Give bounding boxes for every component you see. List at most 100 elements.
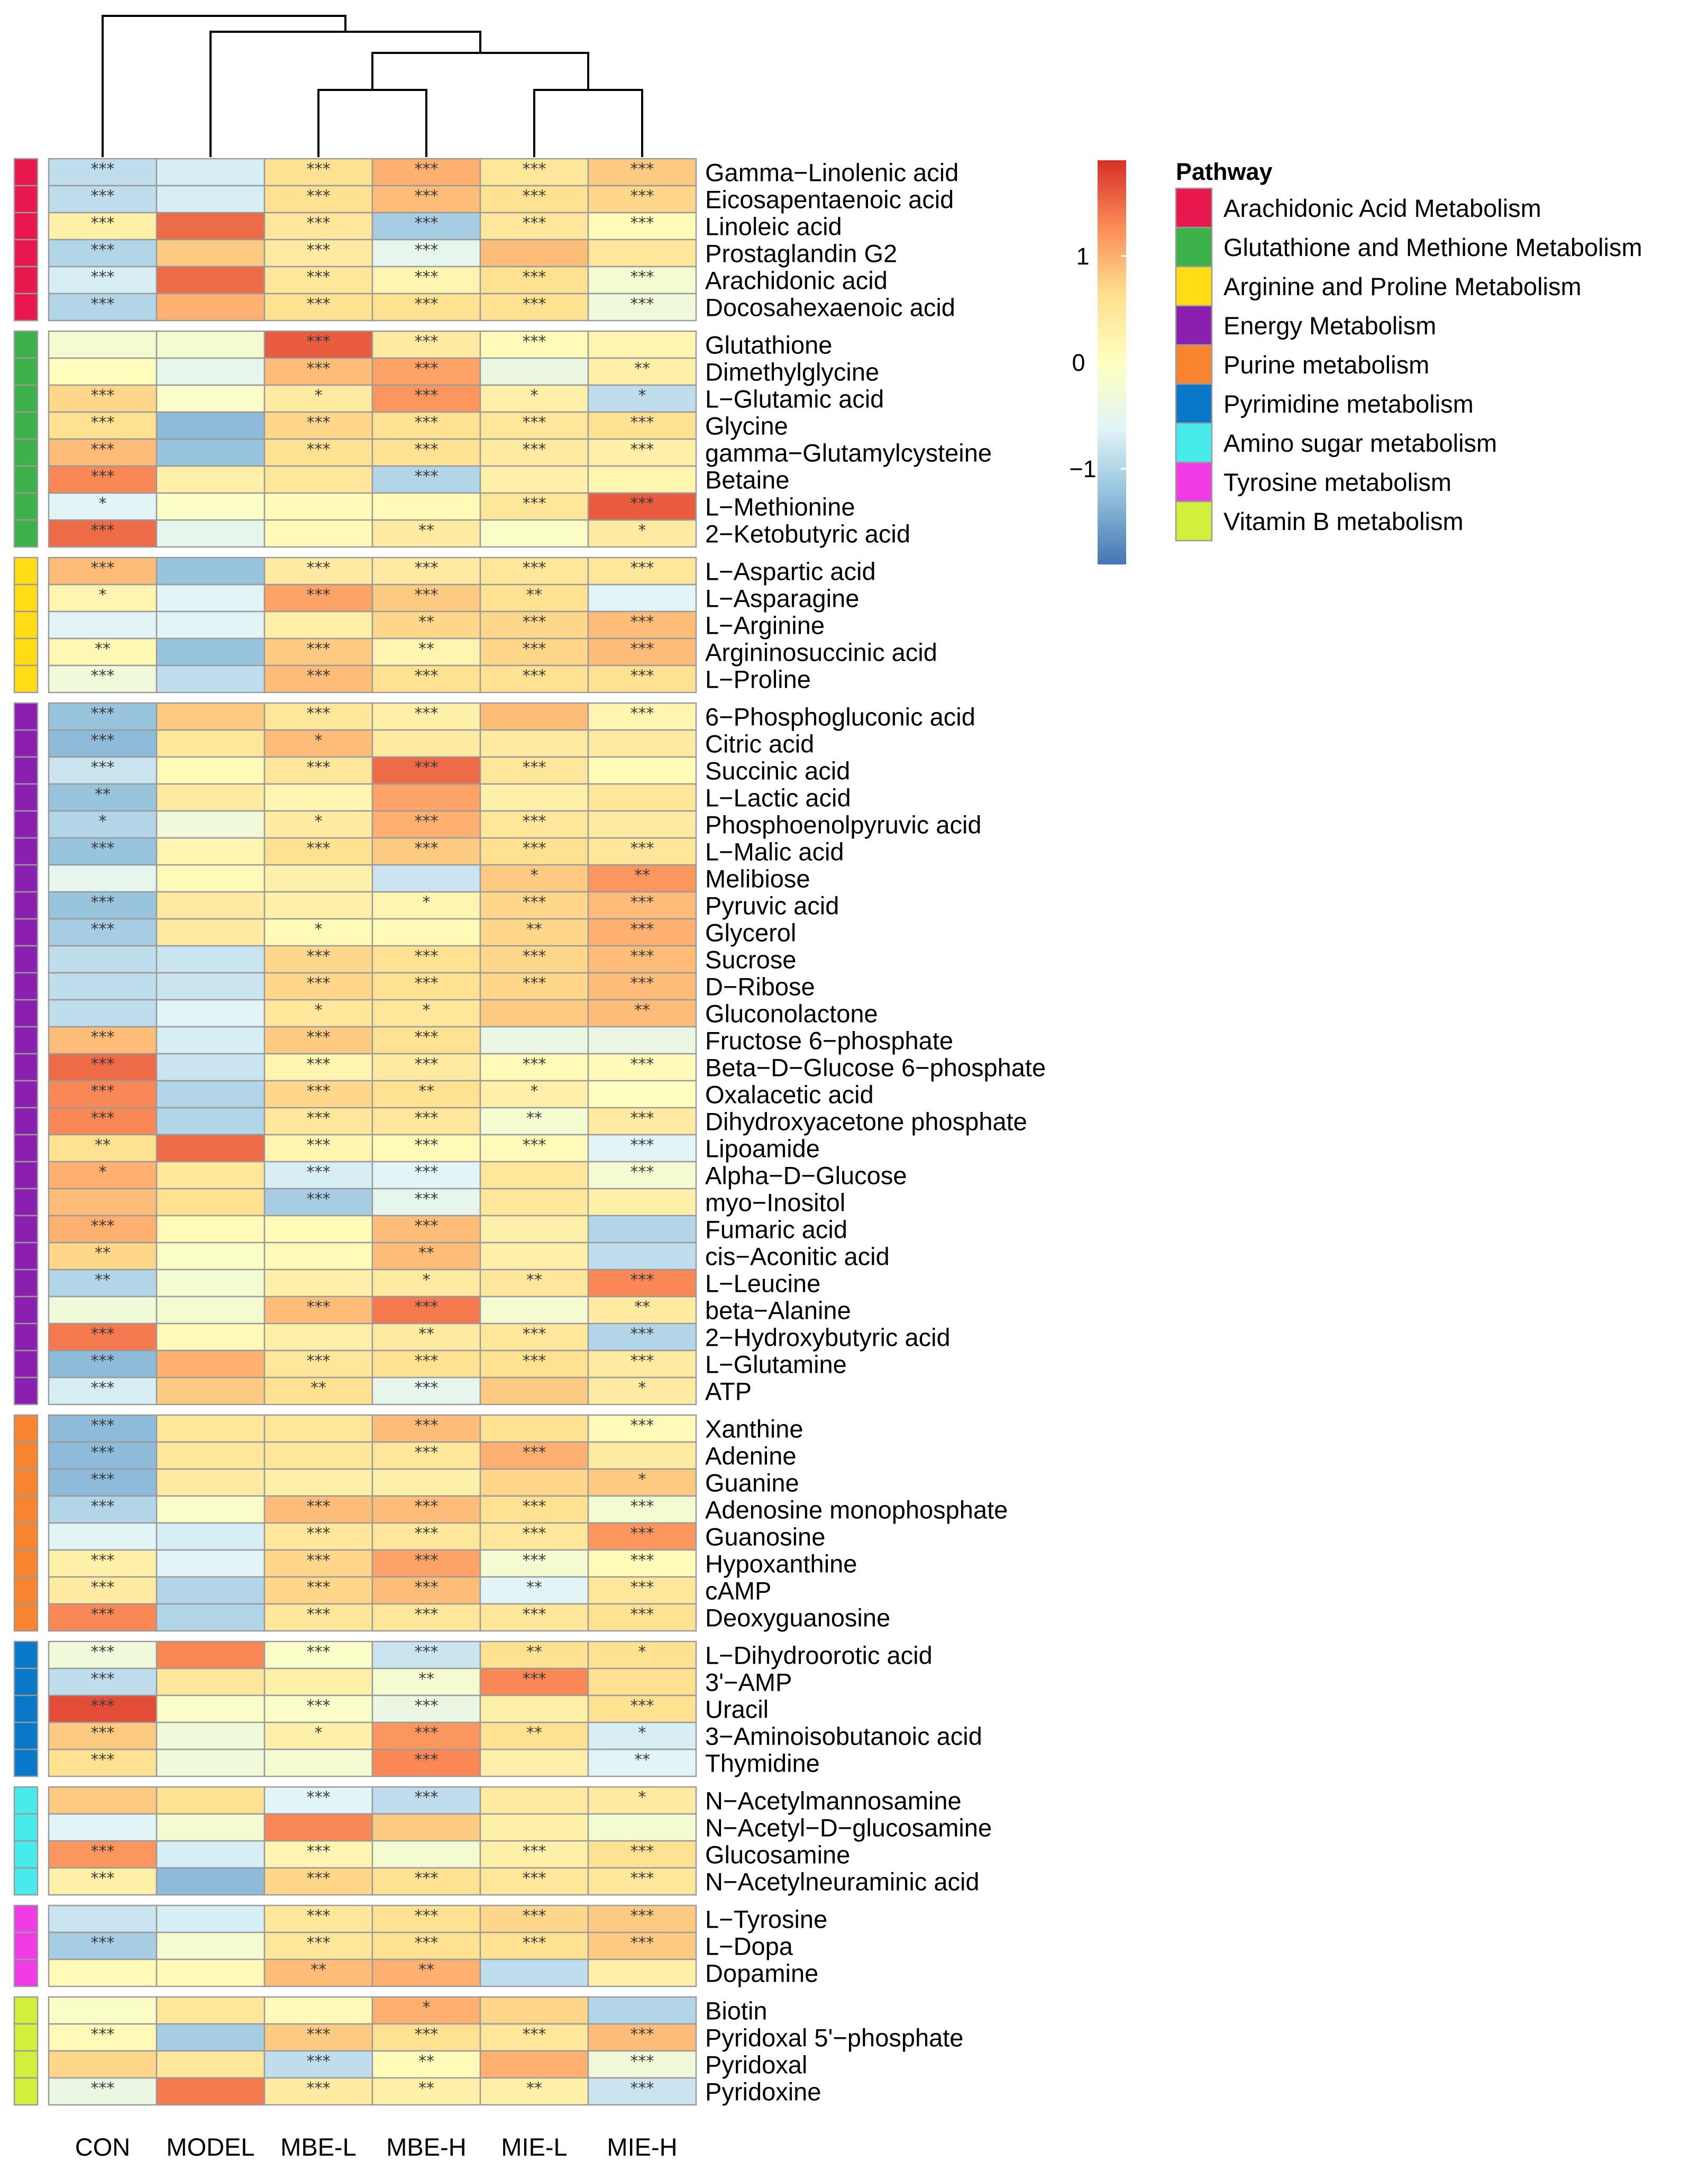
significance-marker: *** bbox=[91, 1109, 115, 1128]
heatmap-cell bbox=[587, 1748, 697, 1777]
significance-marker: ** bbox=[634, 1001, 650, 1020]
row-label-n-acetylmannosamine: N−Acetylmannosamine bbox=[705, 1787, 962, 1815]
row-label-2-hydroxybutyric-acid: 2−Hydroxybutyric acid bbox=[705, 1324, 951, 1352]
significance-marker: * bbox=[99, 813, 107, 831]
row-label-glycine: Glycine bbox=[705, 412, 788, 440]
pathway-annotation-cell bbox=[13, 1996, 39, 2025]
heatmap-cell bbox=[156, 1813, 266, 1842]
significance-marker: *** bbox=[415, 1579, 439, 1597]
significance-marker: *** bbox=[307, 1498, 331, 1516]
significance-marker: *** bbox=[307, 1934, 331, 1953]
significance-marker: *** bbox=[415, 1444, 439, 1462]
significance-marker: *** bbox=[415, 1606, 439, 1624]
heatmap-cell bbox=[371, 729, 481, 758]
significance-marker: *** bbox=[631, 268, 654, 287]
heatmap-cell bbox=[479, 2050, 589, 2079]
pathway-annotation-cell bbox=[13, 1840, 39, 1869]
significance-marker: *** bbox=[307, 1697, 331, 1716]
dendrogram-branch bbox=[533, 89, 643, 157]
significance-marker: *** bbox=[523, 840, 546, 858]
row-label-docosahexaenoic-acid: Docosahexaenoic acid bbox=[705, 294, 955, 322]
significance-marker: * bbox=[638, 387, 646, 405]
heatmap-cell bbox=[479, 2077, 589, 2106]
row-label-betaine: Betaine bbox=[705, 466, 789, 494]
heatmap-cell bbox=[156, 2050, 266, 2079]
row-label-phosphoenolpyruvic-acid: Phosphoenolpyruvic acid bbox=[705, 811, 982, 839]
heatmap-cell bbox=[156, 783, 266, 812]
heatmap-cell bbox=[371, 837, 481, 866]
significance-marker: *** bbox=[415, 1379, 439, 1398]
significance-marker: *** bbox=[631, 187, 654, 206]
significance-marker: *** bbox=[631, 1697, 654, 1716]
heatmap-cell bbox=[479, 1161, 589, 1190]
pathway-annotation-cell bbox=[13, 438, 39, 467]
heatmap-cell bbox=[587, 2050, 697, 2079]
heatmap-cell bbox=[587, 583, 697, 613]
heatmap-cell bbox=[156, 1188, 266, 1217]
heatmap-cell bbox=[587, 1958, 697, 1987]
significance-marker: *** bbox=[523, 1444, 546, 1462]
legend-swatch-arachidonic-acid-metabolism bbox=[1175, 187, 1213, 229]
significance-marker: *** bbox=[415, 241, 439, 260]
significance-marker: *** bbox=[91, 759, 115, 777]
pathway-annotation-cell bbox=[13, 1242, 39, 1271]
heatmap-cell bbox=[371, 637, 481, 667]
row-label-l-dihydroorotic-acid: L−Dihydroorotic acid bbox=[705, 1641, 933, 1670]
pathway-annotation-cell bbox=[13, 557, 39, 586]
row-label-camp: cAMP bbox=[705, 1577, 771, 1605]
heatmap-cell bbox=[263, 1441, 373, 1470]
heatmap-cell bbox=[263, 1269, 373, 1298]
heatmap-cell bbox=[371, 702, 481, 731]
heatmap-cell bbox=[156, 2023, 266, 2052]
row-label-l-methionine: L−Methionine bbox=[705, 493, 855, 521]
significance-marker: *** bbox=[631, 1869, 654, 1888]
pathway-annotation-cell bbox=[13, 664, 39, 694]
pathway-annotation-cell bbox=[13, 1053, 39, 1082]
heatmap-cell bbox=[156, 837, 266, 866]
significance-marker: *** bbox=[631, 2026, 654, 2044]
heatmap-cell bbox=[48, 837, 158, 866]
significance-marker: *** bbox=[91, 414, 115, 432]
row-label-thymidine: Thymidine bbox=[705, 1749, 820, 1777]
heatmap-cell bbox=[156, 1269, 266, 1298]
significance-marker: *** bbox=[415, 1498, 439, 1516]
significance-marker: *** bbox=[307, 268, 331, 287]
row-label-guanosine: Guanosine bbox=[705, 1523, 825, 1551]
significance-marker: * bbox=[315, 732, 323, 750]
significance-marker: *** bbox=[631, 1552, 654, 1570]
heatmap-cell bbox=[48, 519, 158, 548]
significance-marker: *** bbox=[91, 1379, 115, 1398]
significance-marker: ** bbox=[634, 360, 650, 378]
row-label-myo-inositol: myo−Inositol bbox=[705, 1189, 845, 1217]
heatmap-cell bbox=[263, 1322, 373, 1352]
heatmap-cell bbox=[479, 1376, 589, 1406]
row-label-glucosamine: Glucosamine bbox=[705, 1841, 850, 1869]
heatmap-cell bbox=[156, 1576, 266, 1605]
significance-marker: *** bbox=[307, 705, 331, 723]
heatmap-cell bbox=[479, 1269, 589, 1298]
significance-marker: *** bbox=[523, 441, 546, 459]
heatmap-cell bbox=[48, 438, 158, 467]
row-label-citric-acid: Citric acid bbox=[705, 730, 814, 758]
heatmap-cell bbox=[263, 1134, 373, 1163]
heatmap-cell bbox=[587, 1242, 697, 1271]
heatmap-cell bbox=[479, 783, 589, 812]
significance-marker: *** bbox=[307, 947, 331, 966]
pathway-annotation-cell bbox=[13, 1349, 39, 1379]
significance-marker: *** bbox=[631, 640, 654, 659]
significance-marker: *** bbox=[91, 1417, 115, 1435]
heatmap-cell bbox=[587, 999, 697, 1028]
significance-marker: ** bbox=[634, 866, 650, 885]
heatmap-cell bbox=[263, 465, 373, 494]
heatmap-cell bbox=[371, 1215, 481, 1244]
significance-marker: *** bbox=[91, 732, 115, 750]
significance-marker: * bbox=[99, 586, 107, 605]
heatmap-cell bbox=[263, 945, 373, 974]
significance-marker: *** bbox=[91, 1934, 115, 1953]
significance-marker: ** bbox=[418, 1244, 434, 1263]
pathway-annotation-cell bbox=[13, 610, 39, 640]
significance-marker: *** bbox=[91, 1444, 115, 1462]
significance-marker: ** bbox=[310, 1379, 326, 1398]
column-label-mbe-l: MBE-L bbox=[280, 2133, 357, 2161]
heatmap-cell bbox=[48, 1296, 158, 1325]
